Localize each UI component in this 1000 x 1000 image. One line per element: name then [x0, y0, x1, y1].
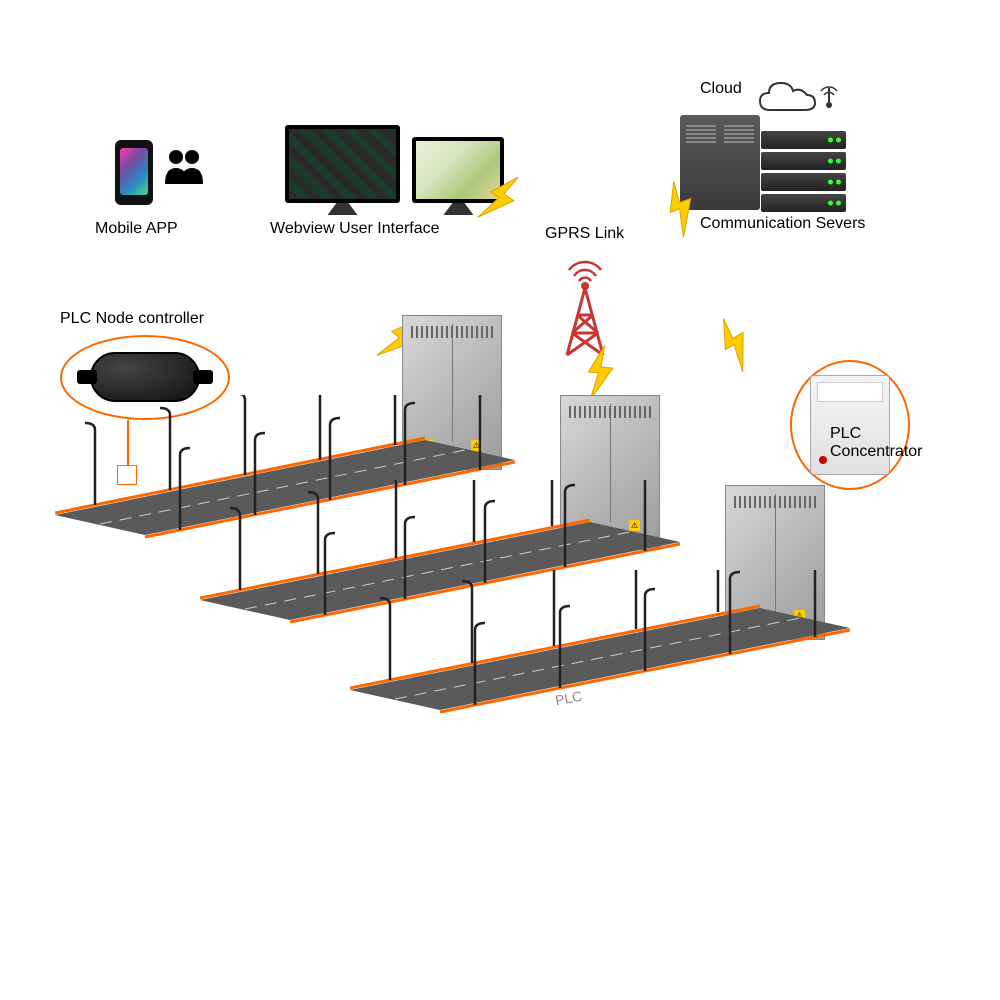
mobile-app-node — [115, 140, 205, 210]
people-icon — [163, 148, 205, 193]
webview-label: Webview User Interface — [270, 220, 440, 238]
plc-concentrator-label: PLC Concentrator — [830, 425, 923, 461]
road-3 — [350, 570, 860, 750]
webview-node — [285, 125, 504, 208]
server-tower-icon — [718, 115, 760, 210]
comm-servers-label: Communication Severs — [700, 215, 865, 233]
cloud-label: Cloud — [700, 80, 742, 98]
phone-icon — [115, 140, 153, 205]
gprs-link-label: GPRS Link — [545, 225, 624, 243]
plc-node-label: PLC Node controller — [60, 310, 204, 328]
monitor-control-room — [285, 125, 400, 203]
mobile-app-label: Mobile APP — [95, 220, 178, 238]
lightning-icon — [706, 310, 770, 384]
server-rack-icon — [761, 131, 846, 215]
servers-node — [680, 115, 846, 215]
